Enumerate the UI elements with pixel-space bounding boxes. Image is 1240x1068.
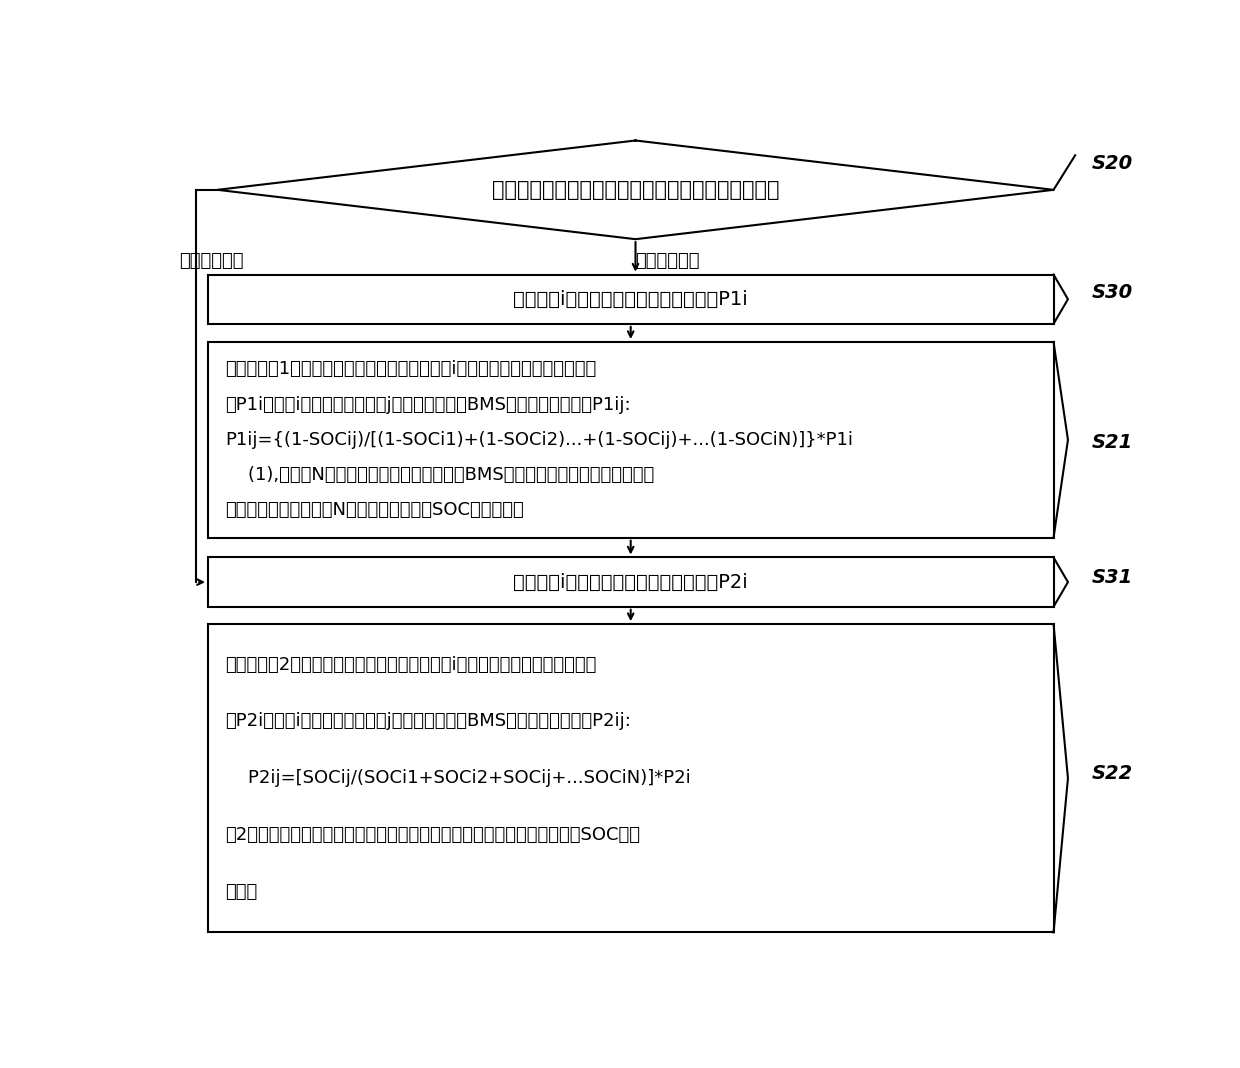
Text: （2），重复执行该步骤，直至每一个电池箱系统内的多个电池管理系统的SOC值达: （2），重复执行该步骤，直至每一个电池箱系统内的多个电池管理系统的SOC值达 (226, 826, 640, 844)
Text: 按照公式（2）进行放电功率的分配，其中，第i个电池箱系统分配的放电功率: 按照公式（2）进行放电功率的分配，其中，第i个电池箱系统分配的放电功率 (226, 656, 596, 674)
FancyBboxPatch shape (208, 274, 1054, 324)
Text: 确认与第i个电池箱系统对应的充电功率P1i: 确认与第i个电池箱系统对应的充电功率P1i (513, 289, 748, 309)
Text: 按照公式（1）进行充电功率的分配，其中，第i个电池箱系统分配的充电功率: 按照公式（1）进行充电功率的分配，其中，第i个电池箱系统分配的充电功率 (226, 360, 596, 378)
Text: S30: S30 (1092, 283, 1133, 302)
Text: 为P1i，为第i个电池箱系统中第j个电池管理系统BMS分配的充电功率为P1ij:: 为P1i，为第i个电池箱系统中第j个电池管理系统BMS分配的充电功率为P1ij: (226, 395, 631, 413)
FancyBboxPatch shape (208, 557, 1054, 607)
Text: 每一个电池箱系统内的N个电池管理系统的SOC值达到均衡: 每一个电池箱系统内的N个电池管理系统的SOC值达到均衡 (226, 501, 525, 519)
Text: 到均衡: 到均衡 (226, 883, 258, 900)
FancyBboxPatch shape (208, 624, 1054, 932)
FancyBboxPatch shape (208, 342, 1054, 537)
Text: 放电功率指令: 放电功率指令 (179, 252, 243, 270)
Text: (1),其中，N为电池箱系统中电池管理系统BMS的个数，重复执行该步骤，直至: (1),其中，N为电池箱系统中电池管理系统BMS的个数，重复执行该步骤，直至 (226, 466, 655, 484)
Text: S22: S22 (1092, 765, 1133, 783)
Text: 判断功率控制指令是充电功率指令还是放电功率指令: 判断功率控制指令是充电功率指令还是放电功率指令 (492, 179, 779, 200)
Text: 为P2i，为第i个电池箱系统中第j个电池管理系统BMS分配的放电功率为P2ij:: 为P2i，为第i个电池箱系统中第j个电池管理系统BMS分配的放电功率为P2ij: (226, 712, 631, 731)
Text: P1ij={(1-SOCij)/[(1-SOCi1)+(1-SOCi2)...+(1-SOCij)+...(1-SOCiN)]}*P1i: P1ij={(1-SOCij)/[(1-SOCi1)+(1-SOCi2)...+… (226, 430, 853, 449)
Text: S31: S31 (1092, 568, 1133, 587)
Text: P2ij=[SOCij/(SOCi1+SOCi2+SOCij+...SOCiN)]*P2i: P2ij=[SOCij/(SOCi1+SOCi2+SOCij+...SOCiN)… (226, 769, 691, 787)
Text: 确认与第i个电池箱系统对应的放电功率P2i: 确认与第i个电池箱系统对应的放电功率P2i (513, 572, 748, 592)
Text: 充电功率指令: 充电功率指令 (635, 252, 701, 270)
Text: S20: S20 (1092, 154, 1133, 173)
Text: S21: S21 (1092, 433, 1133, 452)
